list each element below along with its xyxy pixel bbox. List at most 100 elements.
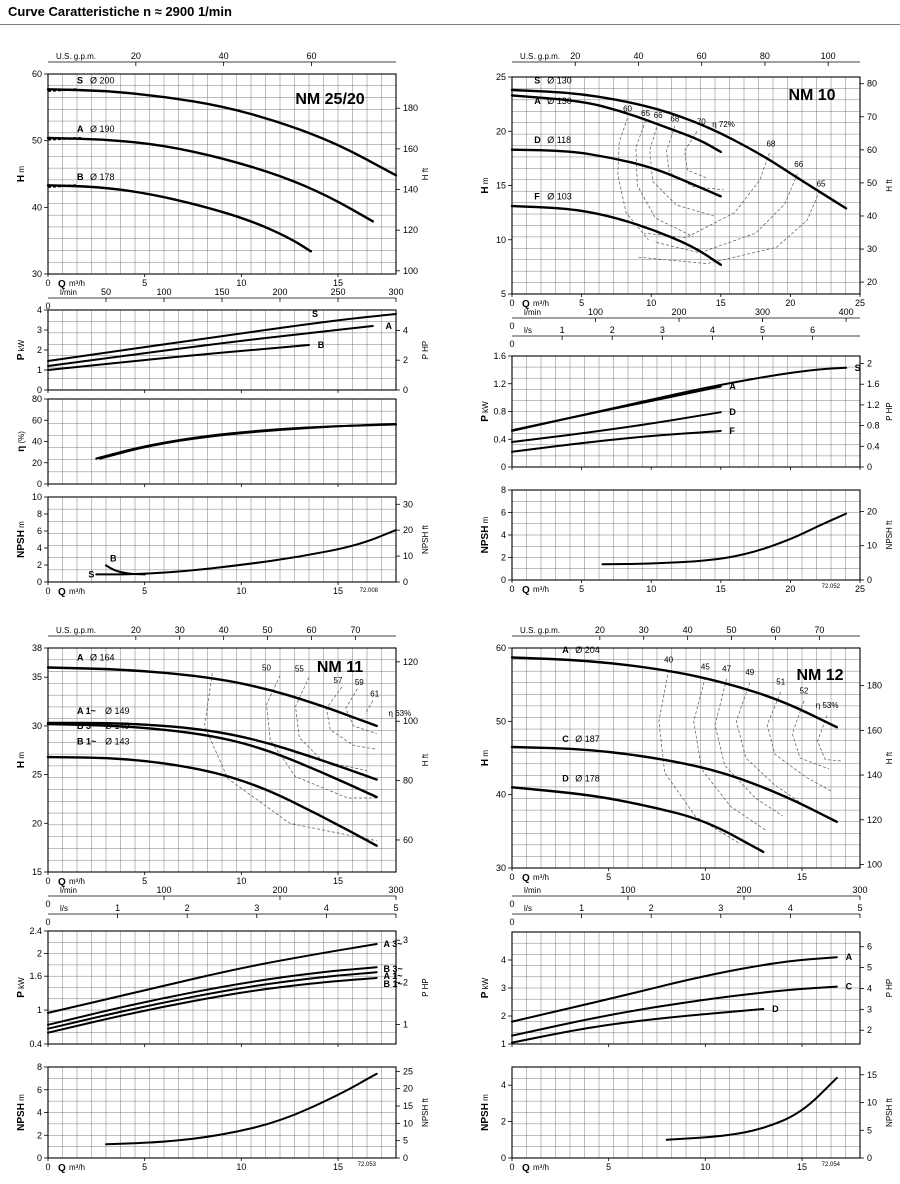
- y-axis-label: H m: [480, 750, 491, 766]
- right-axis-label: P HP: [421, 341, 430, 360]
- right-axis-tick-label: 180: [867, 681, 882, 691]
- x-axis-label: Q: [522, 299, 530, 310]
- x-tick-label: 5: [142, 278, 147, 288]
- secondary-axis-tick-label: 40: [683, 625, 693, 635]
- right-axis-tick-label: 10: [867, 1098, 877, 1108]
- curve-label: A: [729, 382, 736, 392]
- y-axis-unit: m: [17, 521, 26, 530]
- right-axis-tick-label: 10: [403, 551, 413, 561]
- right-axis-tick-label: 25: [403, 1066, 413, 1076]
- secondary-axis-label: l/min: [524, 308, 541, 317]
- secondary-axis-tick-label: 30: [639, 625, 649, 635]
- secondary-axis-tick-label: 250: [330, 287, 345, 297]
- x-tick-label: 5: [142, 876, 147, 886]
- right-axis-tick-label: 10: [403, 1118, 413, 1128]
- right-axis-tick-label: 1.2: [867, 400, 880, 410]
- right-axis-tick-label: 0.8: [867, 421, 880, 431]
- curve-npsh-s: [601, 512, 848, 566]
- y-axis-label-main: NPSH: [480, 526, 491, 554]
- y-tick-label: 2: [37, 345, 42, 355]
- secondary-axis-tick-label: 3: [718, 903, 723, 913]
- right-axis-tick-label: 20: [867, 277, 877, 287]
- y-axis-label: NPSH m: [480, 1094, 491, 1131]
- curve-npsh-a: [105, 1072, 378, 1146]
- y-tick-label: 20: [496, 126, 506, 136]
- x-tick-label: 15: [333, 1162, 343, 1172]
- panel-power: 0.4 1 1.6 2 2.4 P kW 1 2 3 P HP A 3~ B 3~A 1~B 1~: [16, 926, 430, 1049]
- curve-label: D: [772, 1004, 779, 1014]
- secondary-axis-label: l/s: [524, 904, 532, 913]
- y-axis-label-main: NPSH: [16, 530, 27, 558]
- y-tick-label: 30: [496, 863, 506, 873]
- curve-label: C: [846, 982, 853, 992]
- right-axis-tick-label: 1.6: [867, 379, 880, 389]
- right-axis-tick-label: 2: [867, 1025, 872, 1035]
- y-axis-label-main: P: [16, 991, 27, 998]
- secondary-axis-tick-label: 200: [272, 885, 287, 895]
- y-axis-unit: m: [17, 752, 26, 761]
- secondary-axis-tick-label: 5: [393, 903, 398, 913]
- y-tick-label: 60: [32, 415, 42, 425]
- y-tick-label: 6: [501, 508, 506, 518]
- x-tick-label: 5: [606, 872, 611, 882]
- x-tick-label: 0: [45, 1162, 50, 1172]
- y-axis-unit: m: [17, 166, 26, 175]
- x-tick-label: 0: [509, 584, 514, 594]
- secondary-axis-label: l/min: [60, 886, 77, 895]
- secondary-axis-tick-label: 60: [306, 51, 316, 61]
- efficiency-label: 70: [697, 118, 706, 127]
- efficiency-label: 65: [817, 180, 826, 189]
- y-tick-label: 6: [37, 526, 42, 536]
- right-axis-label: H ft: [421, 167, 430, 180]
- y-axis-label-main: P: [16, 353, 27, 360]
- right-axis-label: H ft: [885, 751, 894, 764]
- y-tick-label: 0: [501, 575, 506, 585]
- y-axis-unit: m: [481, 1094, 490, 1103]
- y-tick-label: 2: [501, 1011, 506, 1021]
- secondary-axis-tick-label: 4: [324, 903, 329, 913]
- curve-label: A: [77, 124, 84, 134]
- efficiency-label: 60: [623, 105, 632, 114]
- curve-head-s: [46, 88, 398, 177]
- secondary-axis-tick-label: 20: [131, 51, 141, 61]
- secondary-axis-tick-label: 20: [131, 625, 141, 635]
- curve-label: B: [110, 553, 117, 563]
- y-tick-label: 0: [37, 577, 42, 587]
- right-axis-tick-label: 5: [403, 1136, 408, 1146]
- x-tick-label: 5: [142, 1162, 147, 1172]
- right-axis-tick-label: 160: [403, 144, 418, 154]
- x-axis-label: Q: [58, 279, 66, 290]
- secondary-axis-tick-label: 60: [697, 51, 707, 61]
- curve-head-a-1-: [46, 721, 378, 781]
- curve-power-b-3-: [47, 966, 378, 1026]
- x-tick-label: 0: [509, 298, 514, 308]
- y-tick-label: 6: [37, 1085, 42, 1095]
- panel-frame: [47, 647, 397, 873]
- y-axis-label-main: H: [480, 186, 491, 193]
- y-axis-label: H m: [16, 752, 27, 768]
- curve-diameter: Ø 130: [547, 76, 572, 86]
- right-axis-label: NPSH ft: [885, 1097, 894, 1127]
- curve-power-a: [511, 385, 722, 432]
- secondary-axis-tick-label: 2: [610, 325, 615, 335]
- y-axis-unit: (%): [17, 431, 26, 446]
- y-tick-label: 1: [37, 1005, 42, 1015]
- right-axis-tick-label: 4: [867, 983, 872, 993]
- x-axis-label: Q: [522, 873, 530, 884]
- curve-label: A 1~: [384, 971, 403, 981]
- curve-diameter: Ø 149: [105, 706, 130, 716]
- right-axis-tick-label: 2: [867, 359, 872, 369]
- y-tick-label: 40: [496, 790, 506, 800]
- x-tick-label: 10: [646, 298, 656, 308]
- curve-efficiency-s: [95, 423, 397, 460]
- x-tick-label: 20: [785, 584, 795, 594]
- y-axis-label-main: NPSH: [16, 1103, 27, 1131]
- secondary-axis-tick-label: 50: [263, 625, 273, 635]
- right-axis-tick-label: 100: [403, 266, 418, 276]
- panel-frame: [511, 1066, 861, 1159]
- x-tick-label: 5: [579, 298, 584, 308]
- efficiency-label: 49: [745, 668, 754, 677]
- curve-head-d: [510, 786, 765, 854]
- secondary-axis-tick-label: 40: [633, 51, 643, 61]
